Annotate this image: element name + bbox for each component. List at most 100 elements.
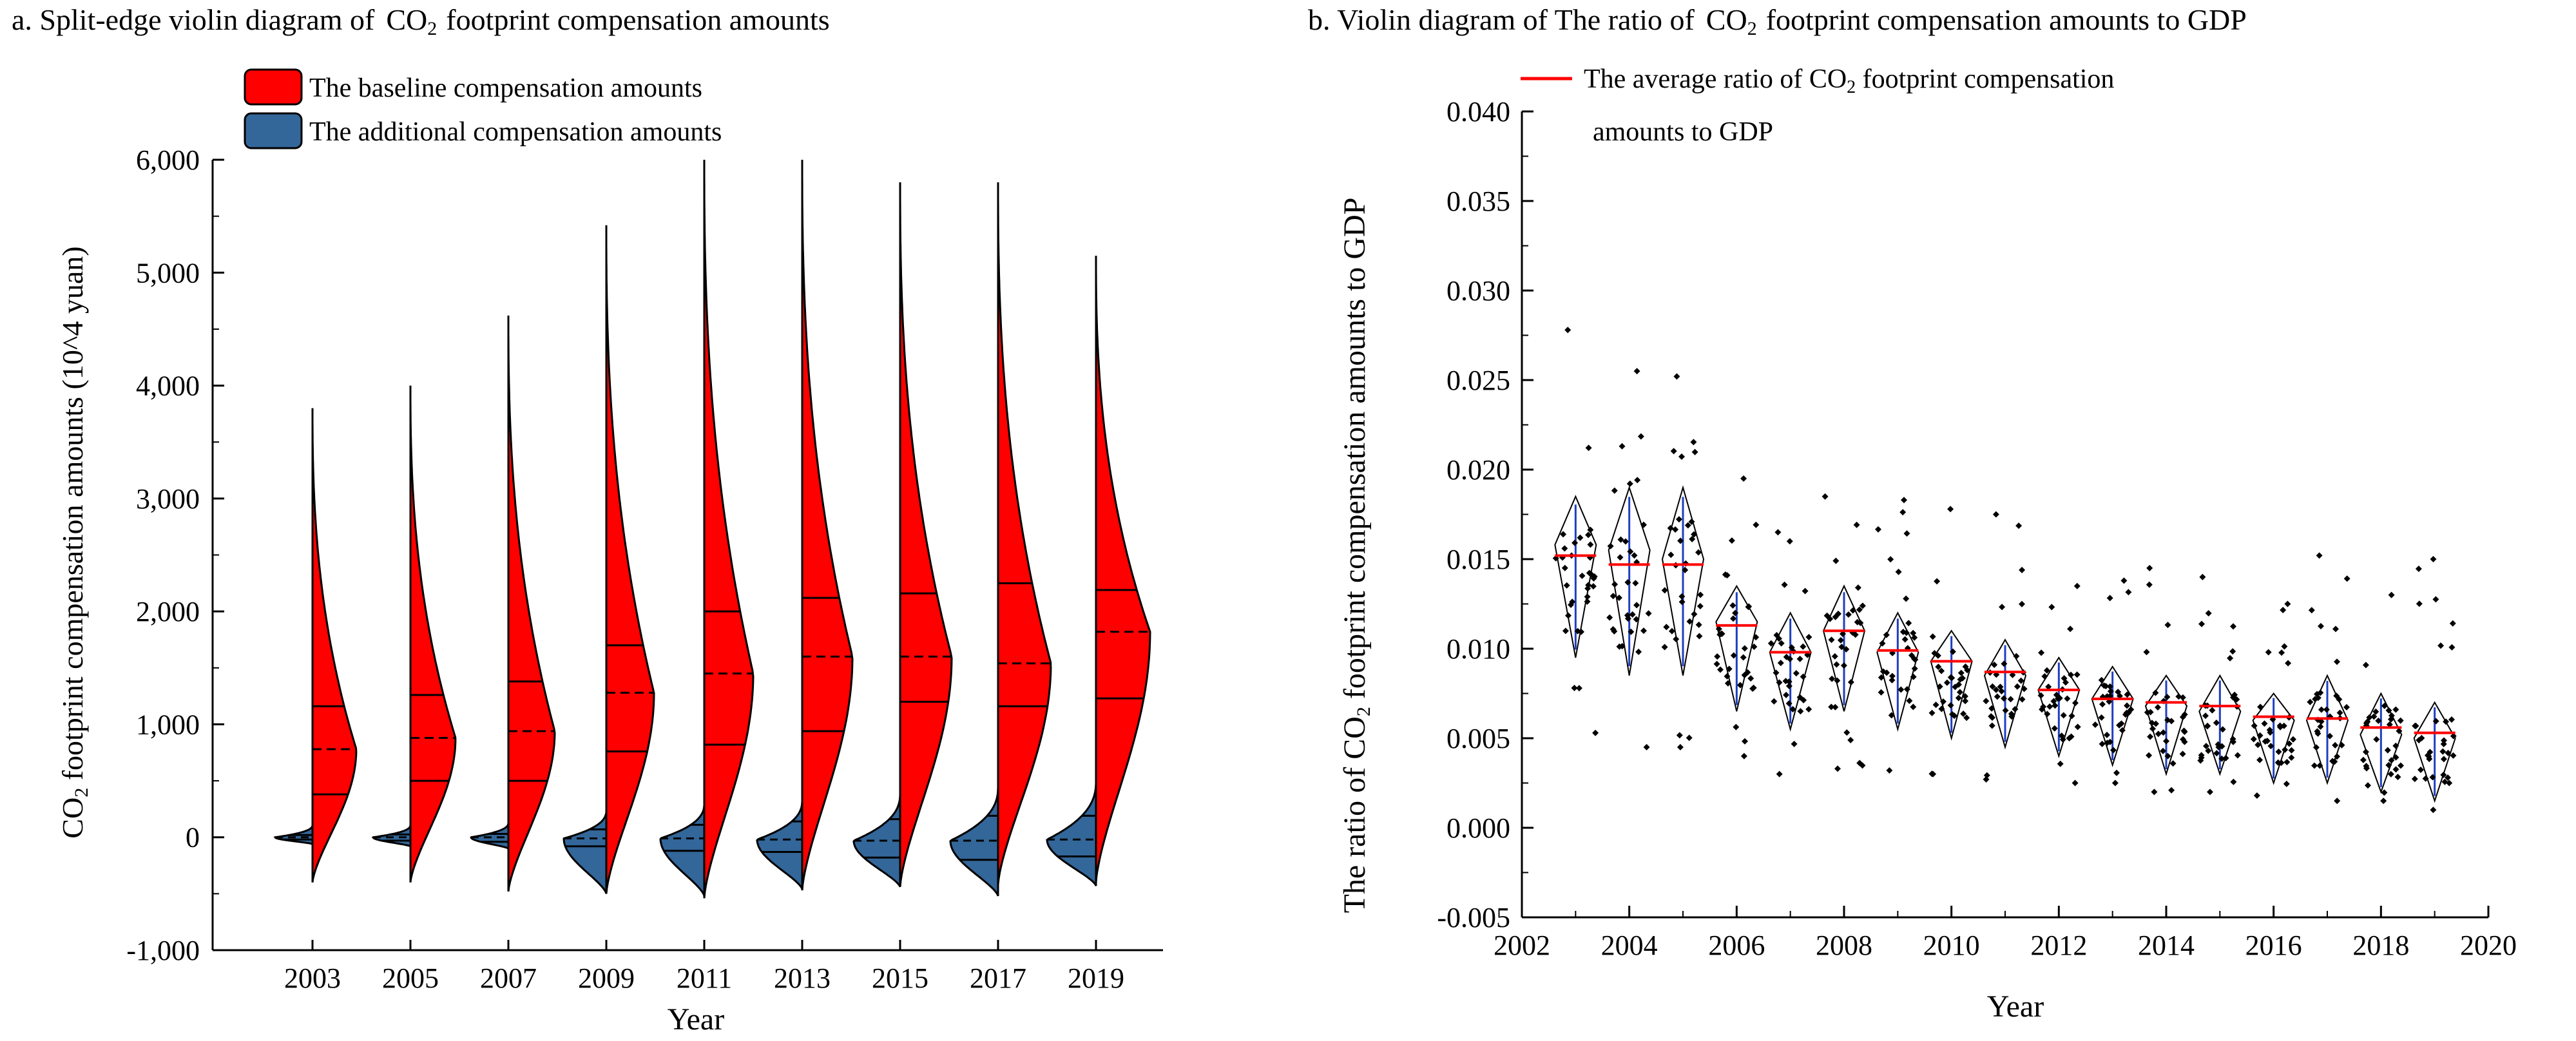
ratio-point: [1788, 644, 1795, 651]
ratio-point: [1879, 640, 1886, 647]
ratio-point: [1998, 688, 2005, 694]
y-tick-label: 0: [186, 822, 200, 854]
ratio-point: [1578, 628, 1584, 635]
ratio-point: [1627, 548, 1634, 555]
x-tick-label: 2005: [382, 962, 439, 994]
ratio-violin: [1876, 611, 1919, 732]
ratio-point: [1854, 584, 1861, 591]
ratio-point: [2146, 564, 2153, 571]
ratio-point: [1993, 686, 1999, 693]
ratio-point: [2385, 707, 2392, 714]
ratio-point: [1837, 636, 1844, 644]
ratio-point: [2124, 710, 2131, 717]
ratio-point: [2362, 662, 2369, 669]
ratio-point: [2169, 760, 2177, 767]
ratio-point: [2213, 720, 2220, 726]
ratio-point: [2254, 741, 2262, 749]
y-tick-label: 0.010: [1447, 633, 1510, 665]
ratio-point: [1991, 662, 1998, 668]
ratio-point: [2152, 689, 2159, 696]
ratio-point: [2072, 700, 2079, 707]
ratio-point: [2062, 679, 2069, 686]
ratio-point: [1853, 521, 1860, 528]
ratio-point: [2416, 600, 2423, 607]
ratio-point: [1797, 708, 1804, 715]
ratio-point: [2229, 648, 2236, 655]
ratio-point: [2091, 721, 2099, 728]
ratio-point: [2044, 711, 2051, 718]
ratio-point: [1715, 626, 1722, 633]
ratio-point: [2219, 726, 2226, 733]
ratio-violin: [2091, 665, 2134, 768]
ratio-point: [1796, 694, 1803, 701]
ratio-point: [2372, 708, 2379, 715]
ratio-point: [2266, 727, 2273, 734]
panel-b-violins: [1552, 327, 2457, 814]
ratio-point: [2227, 654, 2234, 662]
ratio-point: [1777, 660, 1784, 667]
ratio-point: [1963, 714, 1970, 721]
ratio-point: [1949, 648, 1956, 655]
x-tick-label: 2018: [2352, 930, 2409, 961]
ratio-point: [2445, 749, 2452, 756]
ratio-point: [2068, 671, 2075, 678]
ratio-point: [1645, 610, 1652, 617]
legend-baseline-swatch: [244, 68, 303, 106]
ratio-point: [1802, 587, 1809, 595]
ratio-point: [1688, 518, 1695, 525]
ratio-point: [2430, 556, 2437, 562]
ratio-point: [2392, 742, 2399, 749]
ratio-point: [2197, 757, 2204, 764]
ratio-point: [2388, 591, 2395, 598]
ratio-point: [2381, 789, 2388, 796]
ratio-point: [2179, 750, 2186, 758]
ratio-point: [1690, 439, 1697, 446]
ratio-point: [1611, 581, 1619, 588]
ratio-point: [1901, 636, 1908, 643]
ratio-point: [1840, 631, 1846, 637]
ratio-point: [2360, 756, 2367, 763]
ratio-point: [1563, 582, 1570, 589]
y-tick-label: 4,000: [136, 370, 200, 402]
ratio-point: [2446, 779, 2453, 787]
ratio-point: [2168, 718, 2175, 725]
ratio-point: [1633, 368, 1640, 375]
ratio-point: [2334, 658, 2340, 665]
ratio-point: [2397, 717, 2404, 724]
ratio-point: [1640, 521, 1647, 528]
ratio-point: [1569, 598, 1576, 606]
ratio-point: [1847, 679, 1854, 685]
ratio-point: [2312, 744, 2320, 751]
ratio-point: [1774, 529, 1782, 536]
ratio-point: [1732, 609, 1739, 616]
ratio-point: [2450, 752, 2457, 759]
ratio-point: [2143, 649, 2150, 656]
ratio-point: [2278, 649, 2285, 656]
ratio-point: [1675, 516, 1682, 523]
baseline-violin: [605, 225, 655, 894]
panel-a-legend: The baseline compensation amounts The ad…: [244, 68, 722, 149]
ratio-point: [1835, 610, 1841, 617]
ratio-point: [1852, 631, 1859, 638]
ratio-point: [1587, 526, 1594, 533]
ratio-point: [2396, 727, 2403, 734]
ratio-point: [2019, 696, 2026, 703]
y-tick-label: 2,000: [136, 596, 200, 627]
ratio-point: [1668, 551, 1675, 559]
y-tick-label: -0.005: [1437, 902, 1510, 933]
ratio-point: [1616, 643, 1623, 650]
ratio-point: [2365, 782, 2371, 789]
ratio-point: [1610, 593, 1617, 600]
ratio-point: [1640, 627, 1647, 635]
ratio-point: [2285, 740, 2292, 747]
legend-mean-label-line1: The average ratio of CO2 footprint compe…: [1584, 64, 2114, 97]
ratio-point: [2113, 769, 2120, 776]
ratio-point: [1590, 583, 1597, 590]
ratio-violin: [1608, 485, 1651, 676]
ratio-point: [2394, 774, 2401, 781]
ratio-point: [1565, 612, 1572, 619]
ratio-point: [1740, 654, 1747, 661]
ratio-point: [2290, 736, 2296, 743]
ratio-point: [2021, 685, 2028, 692]
y-tick-label: 5,000: [136, 257, 200, 289]
